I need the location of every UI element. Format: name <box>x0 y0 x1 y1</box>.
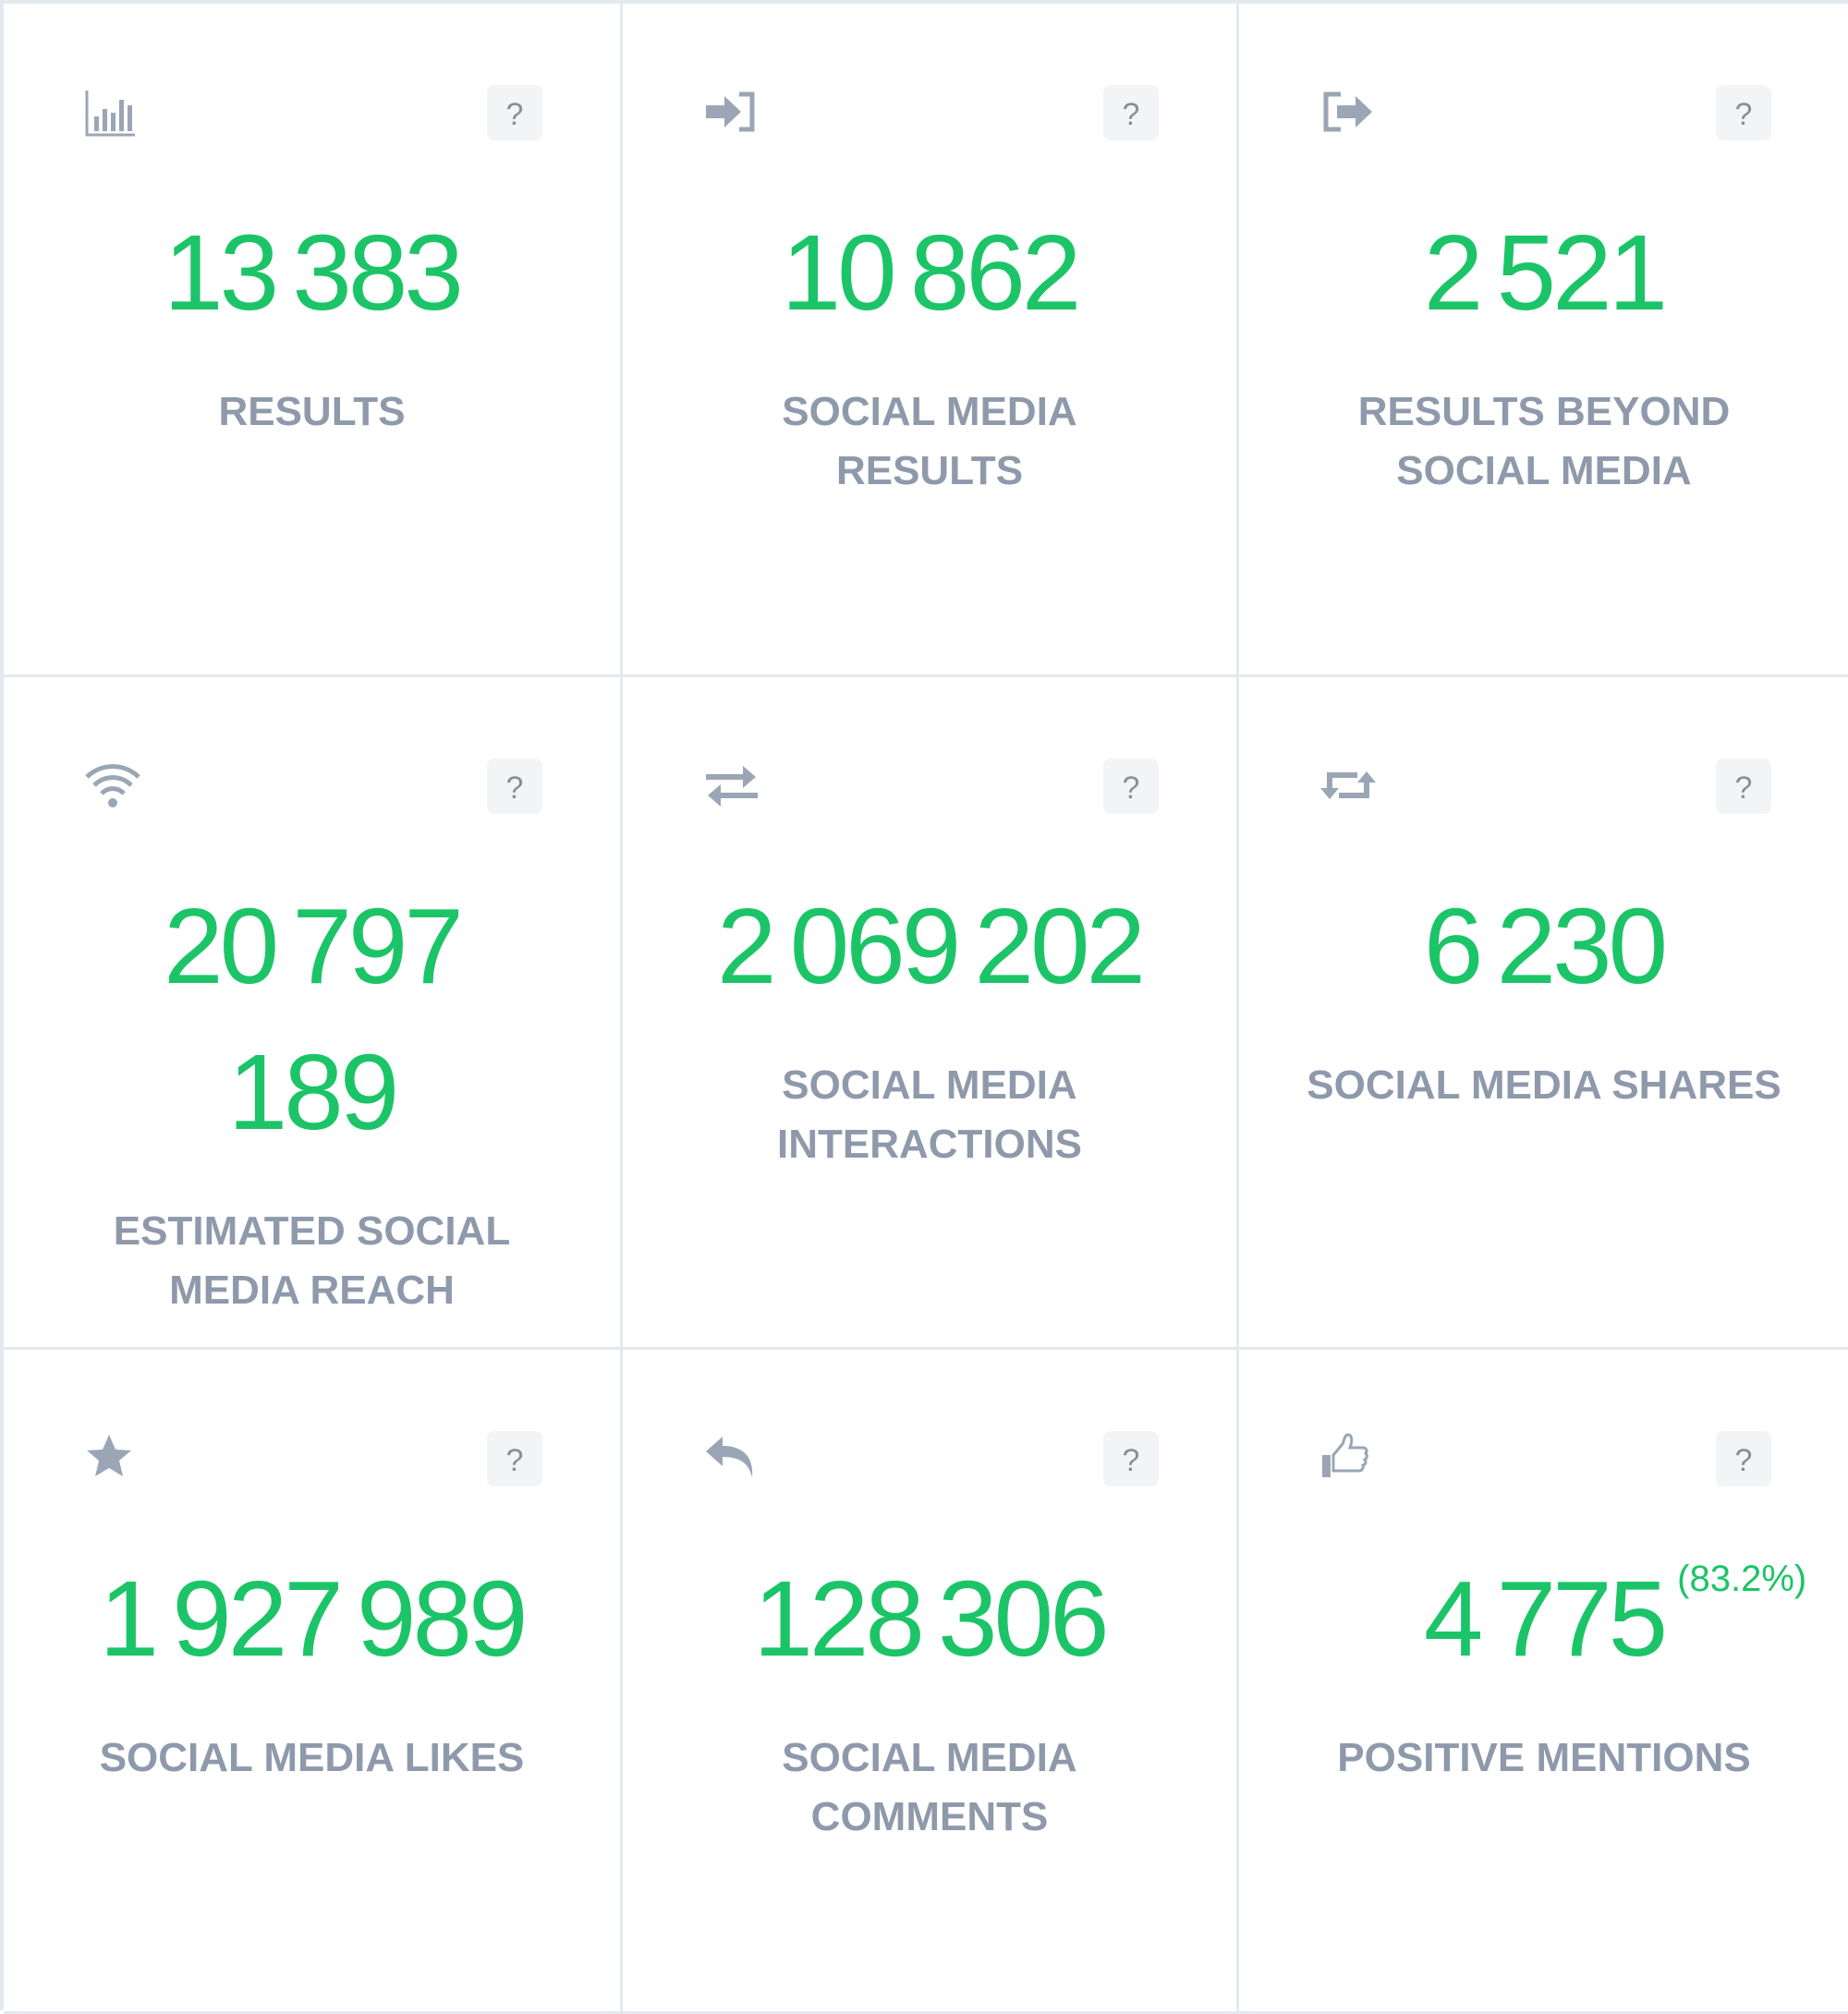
card-likes: ? 1 927 989 SOCIAL MEDIA LIKES <box>4 1350 623 2014</box>
help-button[interactable]: ? <box>1103 758 1159 814</box>
help-button[interactable]: ? <box>1716 758 1771 814</box>
help-button[interactable]: ? <box>487 85 542 140</box>
stat-label: SOCIAL MEDIA RESULTS <box>782 389 1077 493</box>
stat-label: RESULTS <box>218 389 406 434</box>
stat-value: 20 797 189 <box>164 886 464 1152</box>
help-button[interactable]: ? <box>1716 85 1771 140</box>
stat-percent: (83.2%) <box>1677 1559 1807 1599</box>
help-button[interactable]: ? <box>1103 85 1159 140</box>
help-button[interactable]: ? <box>1103 1431 1159 1486</box>
stat-value: 1 927 989 <box>99 1559 528 1679</box>
stat-value: 4 775 (83.2%) <box>1423 1546 1806 1692</box>
help-button[interactable]: ? <box>1716 1431 1771 1486</box>
stat-value: 2 069 202 <box>716 886 1146 1006</box>
stat-label: SOCIAL MEDIA SHARES <box>1307 1062 1781 1108</box>
card-positive-mentions: ? 4 775 (83.2%) POSITIVE MENTIONS <box>1239 1350 1848 2014</box>
exchange-icon <box>702 758 761 812</box>
wifi-icon <box>83 758 142 812</box>
card-shares: ? 6 230 SOCIAL MEDIA SHARES <box>1239 677 1848 1350</box>
stat-value: 2 521 <box>1423 212 1668 333</box>
bar-chart-icon <box>83 85 142 139</box>
stat-label: RESULTS BEYOND SOCIAL MEDIA <box>1357 389 1731 493</box>
help-button[interactable]: ? <box>487 758 542 814</box>
stat-value: 10 862 <box>781 212 1082 333</box>
retweet-icon <box>1319 758 1378 812</box>
card-results-beyond-social-media: ? 2 521 RESULTS BEYOND SOCIAL MEDIA <box>1239 4 1848 677</box>
stat-value: 13 383 <box>164 212 464 333</box>
card-interactions: ? 2 069 202 SOCIAL MEDIA INTERACTIONS <box>623 677 1239 1350</box>
stat-value: 128 306 <box>753 1559 1109 1679</box>
stat-label: SOCIAL MEDIA INTERACTIONS <box>777 1062 1082 1167</box>
card-estimated-reach: ? 20 797 189 ESTIMATED SOCIAL MEDIA REAC… <box>4 677 623 1350</box>
stat-value: 6 230 <box>1423 886 1668 1006</box>
sign-out-icon <box>1319 85 1378 139</box>
reply-icon <box>702 1431 761 1485</box>
sign-in-icon <box>702 85 761 139</box>
card-comments: ? 128 306 SOCIAL MEDIA COMMENTS <box>623 1350 1239 2014</box>
stat-label: SOCIAL MEDIA LIKES <box>99 1735 525 1780</box>
stat-value-number: 4 775 <box>1423 1559 1668 1679</box>
thumbs-up-icon <box>1319 1431 1378 1485</box>
star-icon <box>83 1431 142 1485</box>
card-social-media-results: ? 10 862 SOCIAL MEDIA RESULTS <box>623 4 1239 677</box>
stat-label: ESTIMATED SOCIAL MEDIA REACH <box>113 1208 511 1313</box>
help-button[interactable]: ? <box>487 1431 542 1486</box>
card-results: ? 13 383 RESULTS <box>4 4 623 677</box>
stat-label: POSITIVE MENTIONS <box>1337 1735 1751 1780</box>
stat-label: SOCIAL MEDIA COMMENTS <box>782 1735 1077 1839</box>
